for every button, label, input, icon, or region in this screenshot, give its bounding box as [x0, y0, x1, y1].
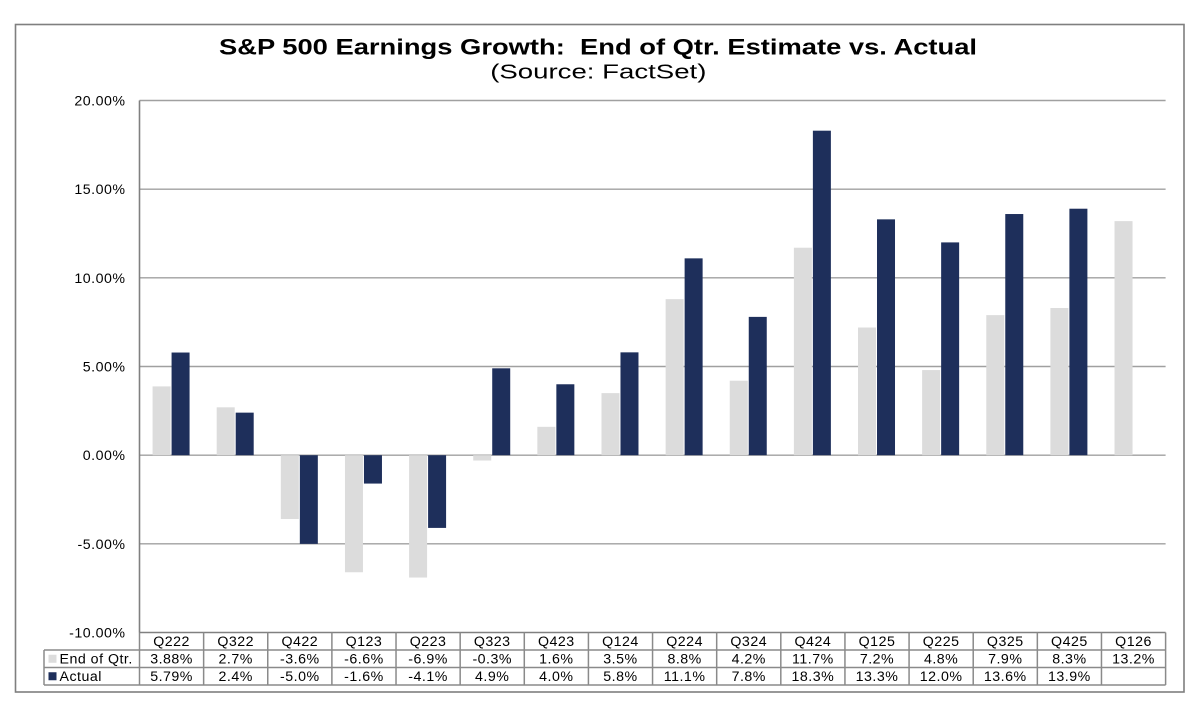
svg-text:Q324: Q324 [730, 634, 767, 650]
svg-text:7.8%: 7.8% [732, 669, 766, 685]
svg-text:2.4%: 2.4% [219, 669, 253, 685]
svg-text:2.7%: 2.7% [219, 651, 253, 667]
svg-text:Actual: Actual [60, 669, 102, 685]
svg-text:Q126: Q126 [1115, 634, 1152, 650]
svg-text:5.00%: 5.00% [83, 360, 126, 376]
svg-text:20.00%: 20.00% [74, 94, 125, 110]
svg-text:Q424: Q424 [795, 634, 832, 650]
svg-text:5.79%: 5.79% [150, 669, 193, 685]
svg-text:1.6%: 1.6% [539, 651, 573, 667]
svg-text:End of Qtr.: End of Qtr. [60, 651, 133, 667]
svg-text:Q325: Q325 [987, 634, 1024, 650]
svg-text:-1.6%: -1.6% [344, 669, 384, 685]
svg-text:3.88%: 3.88% [150, 651, 193, 667]
svg-text:Q222: Q222 [153, 634, 190, 650]
svg-text:7.2%: 7.2% [860, 651, 894, 667]
svg-text:Q225: Q225 [923, 634, 960, 650]
svg-text:-10.00%: -10.00% [69, 625, 125, 641]
svg-text:Q124: Q124 [602, 634, 639, 650]
svg-text:8.8%: 8.8% [667, 651, 701, 667]
svg-text:11.7%: 11.7% [792, 651, 834, 667]
svg-text:10.00%: 10.00% [74, 271, 125, 287]
svg-text:15.00%: 15.00% [74, 182, 125, 198]
svg-text:Q123: Q123 [346, 634, 383, 650]
svg-text:18.3%: 18.3% [792, 669, 835, 685]
svg-text:8.3%: 8.3% [1052, 651, 1086, 667]
svg-text:12.0%: 12.0% [920, 669, 963, 685]
svg-text:11.1%: 11.1% [664, 669, 706, 685]
svg-text:3.5%: 3.5% [603, 651, 637, 667]
svg-text:13.3%: 13.3% [856, 669, 899, 685]
svg-text:Q423: Q423 [538, 634, 575, 650]
svg-text:-4.1%: -4.1% [408, 669, 448, 685]
svg-text:S&P 500 Earnings Growth: End: S&P 500 Earnings Growth: End of Qtr. Est… [219, 35, 977, 60]
svg-text:Q125: Q125 [859, 634, 896, 650]
svg-text:(Source: FactSet): (Source: FactSet) [490, 61, 706, 83]
svg-text:Q224: Q224 [666, 634, 703, 650]
svg-text:Q322: Q322 [217, 634, 254, 650]
svg-text:4.9%: 4.9% [475, 669, 509, 685]
svg-text:Q425: Q425 [1051, 634, 1088, 650]
svg-text:5.8%: 5.8% [603, 669, 637, 685]
svg-text:13.2%: 13.2% [1112, 651, 1155, 667]
svg-text:-6.6%: -6.6% [344, 651, 384, 667]
svg-text:13.9%: 13.9% [1048, 669, 1091, 685]
svg-text:-3.6%: -3.6% [280, 651, 320, 667]
svg-text:4.2%: 4.2% [732, 651, 766, 667]
svg-text:4.0%: 4.0% [539, 669, 573, 685]
svg-text:-5.00%: -5.00% [78, 537, 126, 553]
svg-text:-6.9%: -6.9% [408, 651, 448, 667]
svg-text:Q323: Q323 [474, 634, 511, 650]
svg-text:13.6%: 13.6% [984, 669, 1027, 685]
svg-text:7.9%: 7.9% [988, 651, 1022, 667]
svg-text:Q223: Q223 [410, 634, 447, 650]
svg-text:-5.0%: -5.0% [280, 669, 320, 685]
svg-text:0.00%: 0.00% [83, 448, 126, 464]
svg-text:-0.3%: -0.3% [472, 651, 512, 667]
svg-text:4.8%: 4.8% [924, 651, 958, 667]
svg-text:Q422: Q422 [281, 634, 318, 650]
